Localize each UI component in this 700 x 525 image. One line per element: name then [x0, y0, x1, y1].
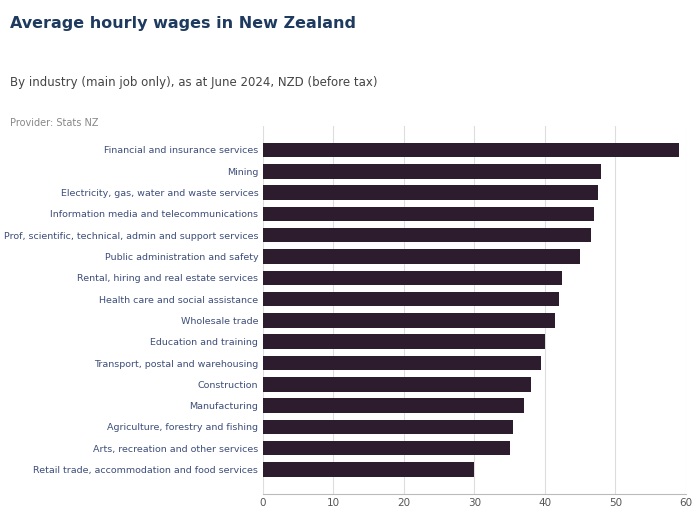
- Bar: [262, 228, 591, 243]
- Bar: [262, 377, 531, 392]
- Bar: [262, 207, 594, 221]
- Bar: [262, 419, 513, 434]
- Bar: [262, 185, 598, 200]
- Text: Average hourly wages in New Zealand: Average hourly wages in New Zealand: [10, 16, 356, 31]
- Text: Provider: Stats NZ: Provider: Stats NZ: [10, 118, 99, 128]
- Bar: [262, 356, 541, 370]
- Bar: [262, 143, 679, 157]
- Bar: [262, 292, 559, 307]
- Bar: [262, 313, 555, 328]
- Text: figure.nz: figure.nz: [589, 25, 660, 38]
- Bar: [262, 463, 475, 477]
- Bar: [262, 334, 545, 349]
- Bar: [262, 398, 524, 413]
- Bar: [262, 441, 510, 456]
- Bar: [262, 164, 601, 179]
- Text: By industry (main job only), as at June 2024, NZD (before tax): By industry (main job only), as at June …: [10, 76, 378, 89]
- Bar: [262, 249, 580, 264]
- Bar: [262, 270, 563, 285]
